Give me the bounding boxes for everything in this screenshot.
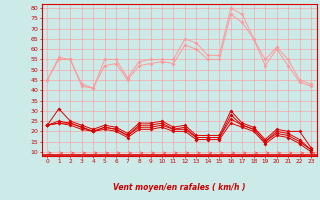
- Text: Vent moyen/en rafales ( km/h ): Vent moyen/en rafales ( km/h ): [113, 183, 245, 192]
